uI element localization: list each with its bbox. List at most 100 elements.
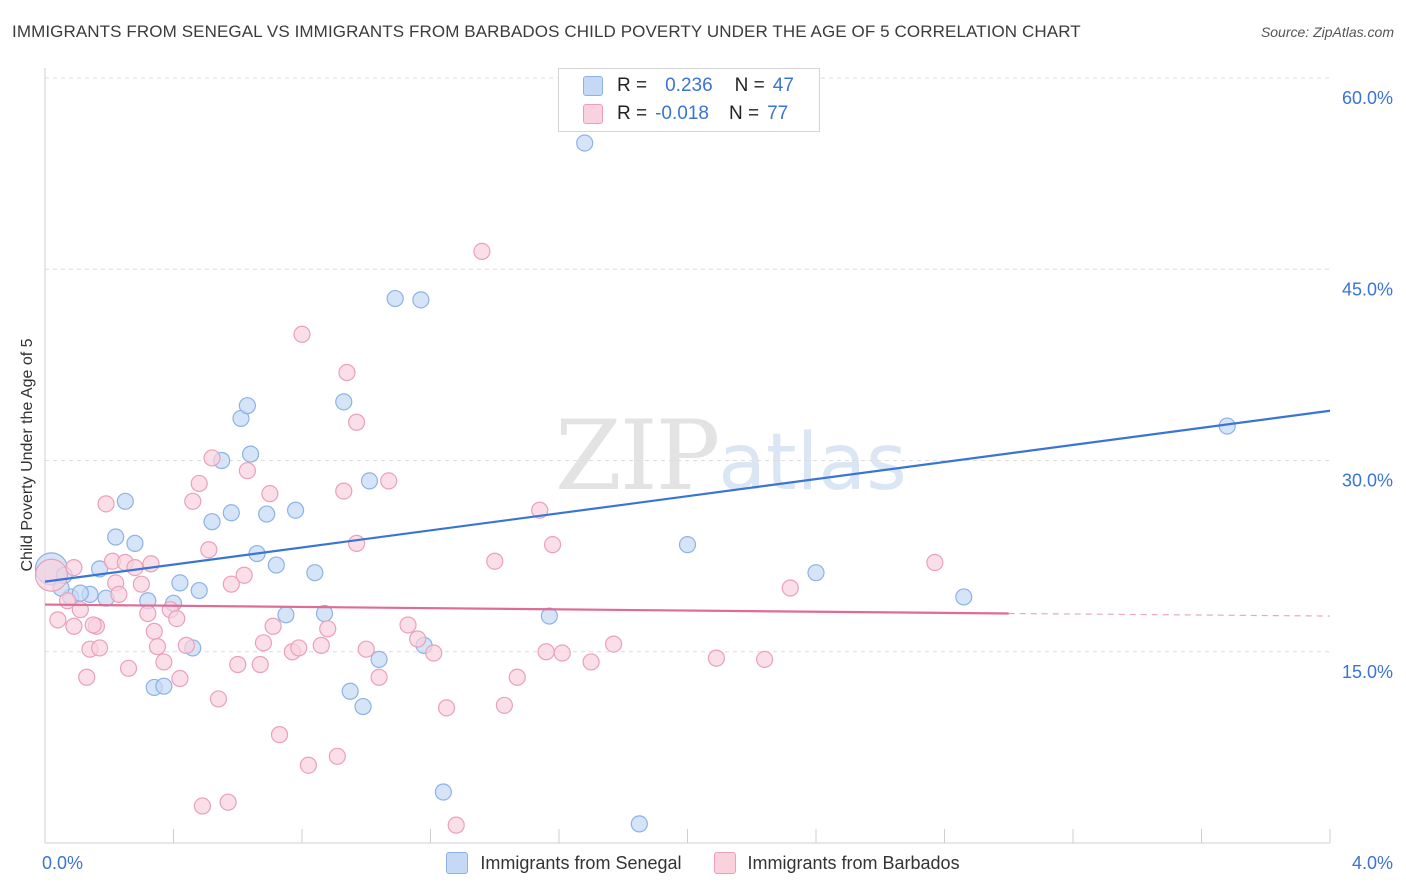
data-point-senegal: [370, 650, 388, 669]
data-point-barbados: [209, 690, 228, 708]
data-point-barbados: [193, 797, 212, 815]
data-point-barbados: [605, 635, 623, 653]
data-point-barbados: [184, 492, 202, 510]
legend-item-senegal: Immigrants from Senegal: [446, 852, 682, 874]
data-point-barbados: [290, 639, 308, 657]
x-tick-label-min: 0.0%: [42, 853, 83, 873]
watermark: ZIPatlas: [555, 400, 907, 512]
data-point-senegal: [116, 492, 134, 510]
legend-row-senegal: R = 0.236 N = 47: [583, 74, 794, 98]
data-point-senegal: [286, 501, 305, 519]
data-point-barbados: [119, 659, 138, 677]
legend-n-value-senegal: 47: [772, 75, 794, 96]
data-point-barbados: [926, 553, 944, 572]
data-point-barbados: [299, 756, 318, 774]
legend-label-barbados: Immigrants from Barbados: [747, 852, 960, 873]
data-point-senegal: [386, 289, 404, 308]
chart-title: IMMIGRANTS FROM SENEGAL VS IMMIGRANTS FR…: [12, 22, 1081, 41]
legend-r-label: R =: [617, 75, 648, 96]
data-point-barbados: [238, 462, 256, 480]
data-point-barbados: [270, 726, 289, 744]
data-point-senegal: [242, 445, 260, 463]
watermark-zip: ZIP: [555, 400, 720, 512]
series-legend: Immigrants from Senegal Immigrants from …: [0, 852, 1406, 874]
data-point-barbados: [370, 668, 388, 686]
data-point-barbados: [264, 617, 282, 635]
legend-n-label: N =: [734, 75, 765, 96]
watermark-atlas: atlas: [718, 418, 907, 508]
data-point-barbados: [409, 630, 427, 648]
data-point-barbados: [139, 604, 157, 623]
data-point-barbados: [251, 655, 269, 674]
data-point-barbados: [537, 643, 555, 661]
data-point-senegal: [412, 291, 430, 309]
data-point-senegal: [267, 556, 285, 574]
y-tick-label: 15.0%: [1342, 662, 1393, 682]
data-point-barbados: [261, 485, 279, 503]
data-point-barbados: [357, 640, 375, 658]
data-point-barbados: [543, 536, 562, 554]
data-point-senegal: [335, 393, 353, 411]
data-point-senegal: [955, 588, 973, 606]
data-point-barbados: [425, 644, 443, 662]
data-point-senegal: [171, 574, 189, 592]
data-point-senegal: [258, 505, 276, 523]
legend-n-label: N =: [728, 103, 760, 124]
x-tick-label-max: 4.0%: [1352, 853, 1393, 873]
data-point-barbados: [222, 575, 240, 593]
data-point-senegal: [155, 677, 173, 695]
legend-swatch-senegal: [446, 852, 469, 874]
data-point-barbados: [380, 472, 398, 490]
data-point-senegal: [238, 397, 256, 415]
data-point-barbados: [707, 649, 726, 667]
data-point-barbados: [312, 636, 330, 654]
data-point-barbados: [91, 639, 109, 657]
trend-line-barbados: [44, 603, 1009, 615]
trend-line-extension-barbados: [1008, 612, 1331, 617]
data-point-barbados: [110, 585, 128, 603]
legend-r-value-senegal: 0.236: [665, 75, 713, 96]
y-tick-label: 60.0%: [1342, 88, 1393, 108]
data-point-barbados: [190, 474, 208, 493]
data-point-senegal: [807, 564, 825, 582]
legend-item-barbados: Immigrants from Barbados: [713, 852, 960, 874]
legend-r-label: R =: [617, 103, 648, 124]
data-point-barbados: [65, 617, 83, 635]
data-point-senegal: [576, 134, 594, 152]
data-point-barbados: [447, 816, 465, 834]
data-point-barbados: [495, 696, 513, 714]
legend-n-value-barbados: 77: [767, 103, 789, 124]
data-point-senegal: [190, 581, 208, 600]
data-point-senegal: [630, 815, 648, 833]
legend-r-value-barbados: -0.018: [655, 103, 709, 124]
data-point-barbados: [399, 616, 417, 634]
data-point-barbados: [254, 634, 273, 652]
legend-swatch-barbados: [713, 852, 736, 874]
data-point-barbados: [177, 636, 195, 654]
correlation-legend: R = 0.236 N = 47 R = -0.018 N = 77: [558, 68, 820, 132]
data-point-barbados: [437, 699, 456, 717]
legend-swatch-senegal: [583, 76, 603, 96]
data-point-barbados: [293, 325, 311, 343]
data-point-senegal: [306, 564, 324, 582]
data-point-barbados: [219, 793, 237, 811]
data-point-barbados: [235, 566, 253, 584]
data-point-barbados: [328, 747, 346, 765]
source-credit: Source: ZipAtlas.com: [1260, 24, 1394, 40]
y-tick-label: 30.0%: [1342, 471, 1393, 491]
data-point-barbados: [34, 558, 69, 592]
data-point-barbados: [168, 609, 186, 628]
data-point-barbados: [132, 575, 150, 593]
data-point-barbados: [49, 611, 67, 629]
data-point-barbados: [335, 482, 353, 500]
data-point-senegal: [434, 783, 452, 801]
legend-label-senegal: Immigrants from Senegal: [480, 852, 682, 873]
data-point-barbados: [65, 558, 83, 577]
data-point-barbados: [229, 655, 247, 674]
data-point-barbados: [755, 650, 774, 669]
data-point-senegal: [126, 534, 144, 552]
legend-swatch-barbados: [583, 104, 603, 124]
data-point-barbados: [348, 534, 366, 552]
data-point-barbados: [553, 644, 571, 662]
trend-line-senegal: [44, 409, 1331, 583]
